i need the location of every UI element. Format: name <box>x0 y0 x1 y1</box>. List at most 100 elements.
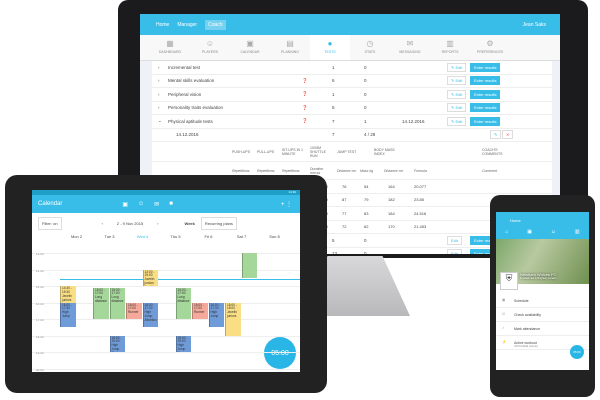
result-cell[interactable]: 23.85 <box>414 197 425 203</box>
phone-menu-item[interactable]: ⚡ Active workout U15 Football (soccer) <box>496 336 589 350</box>
result-cell[interactable]: 77 <box>342 210 347 216</box>
calendar-event[interactable]: 16:00 - 17:00 Runner <box>126 302 142 319</box>
day-header[interactable]: Wed 4 <box>136 234 149 239</box>
calendar-event[interactable]: 15:00 - 17:00 Long distance <box>175 287 191 319</box>
enter-results-button[interactable]: Enter results <box>470 76 501 86</box>
calendar-event[interactable]: 15:00 - 17:00 Long distance <box>93 287 109 319</box>
calendar-event[interactable]: 18:00 - 19:00 High Jump Runner <box>175 335 191 352</box>
day-header[interactable]: Mon 2 <box>70 234 83 239</box>
phone-menu-item[interactable]: ▣ Schedule <box>496 294 589 308</box>
calendar-event[interactable]: 14:30 - 15:30 Javelin juniors <box>60 286 76 303</box>
test-row[interactable]: › Mental skills evaluation ❓ 6 0 ✎ Edit Enter … <box>152 75 552 88</box>
home-icon[interactable]: ⌂ <box>505 229 509 235</box>
nav-coach[interactable]: Coach <box>205 19 226 30</box>
user-menu[interactable]: Jean Saks <box>522 21 546 28</box>
edit-button[interactable]: Edit <box>447 249 462 254</box>
result-cell[interactable]: 76 <box>342 183 347 189</box>
people-tab-icon[interactable]: ☺ <box>138 200 145 207</box>
session-delete-icon[interactable]: ✕ <box>502 130 514 140</box>
nav-tab-messaging[interactable]: ✉ MESSAGING <box>390 35 430 60</box>
calendar-event[interactable] <box>241 253 257 278</box>
nav-manager[interactable]: Manager <box>177 21 198 28</box>
add-icon[interactable]: + ⋮ <box>280 201 292 208</box>
calendar-event[interactable]: 16:00 - 17:30 High Jump <box>60 302 76 328</box>
calendar-icon[interactable]: ▣ <box>527 229 533 235</box>
video-tab-icon[interactable]: ■ <box>169 200 173 207</box>
view-select[interactable]: Week <box>184 220 195 226</box>
nav-tab-dashboard[interactable]: ▦ DASHBOARD <box>150 35 190 60</box>
chart-icon[interactable]: ▥ <box>574 229 580 235</box>
expand-icon[interactable]: › <box>158 91 160 97</box>
enter-results-button[interactable]: Enter results <box>470 62 501 72</box>
edit-button[interactable]: ✎ Edit <box>447 89 467 99</box>
test-row[interactable]: › Personality traits evaluation ❓ 5 0 ✎ Edit E… <box>152 102 552 115</box>
phone-menu-item[interactable]: ☑ Check availability <box>496 308 589 322</box>
nav-tab-preferences[interactable]: ⚙ PREFERENCES <box>470 35 510 60</box>
result-cell[interactable]: 21.453 <box>414 224 427 230</box>
day-header[interactable]: Sat 7 <box>236 234 247 239</box>
calendar-event[interactable]: 13:00 - 15:00 Javelin juniors Javelin th… <box>142 269 158 286</box>
enter-results-button[interactable]: Enter results <box>470 235 501 245</box>
result-cell[interactable]: 72 <box>342 224 347 230</box>
expand-icon[interactable]: › <box>158 78 160 84</box>
result-cell[interactable]: 24.516 <box>414 210 427 216</box>
test-row[interactable]: › Incremental test 1 0 ✎ Edit Enter results <box>152 61 552 75</box>
session-row[interactable]: 14.12.2016 7 4 / 28 ✎ ✕ <box>152 129 552 142</box>
result-cell[interactable]: 184 <box>388 210 395 216</box>
chat-tab-icon[interactable]: ✉ <box>154 201 160 208</box>
result-cell[interactable]: 164 <box>388 183 395 189</box>
enter-results-button[interactable]: Enter results <box>470 103 501 113</box>
test-row[interactable]: › Peripheral vision ❓ 1 0 ✎ Edit Enter results <box>152 88 552 102</box>
result-cell[interactable]: 182 <box>388 197 395 203</box>
expand-icon[interactable]: ⌄ <box>158 118 162 124</box>
edit-button[interactable]: ✎ Edit <box>447 76 467 86</box>
result-cell[interactable]: 62 <box>364 224 369 230</box>
day-header[interactable]: Fri 6 <box>204 234 213 239</box>
result-cell[interactable]: 87 <box>342 197 347 203</box>
test-row[interactable]: 13 0 Edit Enter results <box>152 248 552 254</box>
result-cell[interactable]: 54 <box>364 183 369 189</box>
edit-button[interactable]: ✎ Edit <box>447 62 467 72</box>
nav-tab-stats[interactable]: ◷ STATS <box>350 35 390 60</box>
expand-icon[interactable]: › <box>158 105 160 111</box>
nav-tab-planning[interactable]: ▤ PLANNING <box>270 35 310 60</box>
calendar-event[interactable]: 16:00 - 18:00 Javelin juniors <box>225 302 241 336</box>
nav-tab-players[interactable]: ☺ PLAYERS <box>190 35 230 60</box>
result-cell[interactable]: 20.077 <box>414 183 427 189</box>
nav-tab-reports[interactable]: ▥ REPORTS <box>430 35 470 60</box>
prev-week-icon[interactable]: ‹ <box>101 220 103 226</box>
phone-timer-button[interactable]: 05:00 <box>570 345 584 359</box>
calendar-event[interactable]: 18:00 - 19:00 High Jump Runner <box>109 335 125 352</box>
edit-button[interactable]: Edit <box>447 235 462 245</box>
result-cell[interactable]: 83 <box>364 210 369 216</box>
nav-home[interactable]: Home <box>156 21 170 28</box>
enter-results-button[interactable]: Enter results <box>470 116 501 126</box>
expand-icon[interactable]: › <box>158 64 160 70</box>
day-header[interactable]: Thu 5 <box>170 234 181 239</box>
edit-button[interactable]: ✎ Edit <box>447 103 467 113</box>
enter-results-button[interactable]: Enter results <box>470 89 501 99</box>
enter-results-button[interactable]: Enter results <box>470 249 501 254</box>
nav-tab-calendar[interactable]: ▣ CALENDAR <box>230 35 270 60</box>
phone-menu-item[interactable]: ✓ Mark attendance <box>496 322 589 336</box>
calendar-event[interactable]: 15:00 - 17:00 Long distance <box>109 287 125 319</box>
nav-tab-tests[interactable]: ● TESTS <box>310 35 350 60</box>
recurring-plans-button[interactable]: Recurring plans <box>200 216 237 230</box>
edit-button[interactable]: ✎ Edit <box>447 116 467 126</box>
timer-button[interactable]: 05:00 <box>264 337 296 369</box>
people-icon[interactable]: ☺ <box>550 229 556 235</box>
test-results: 0 <box>364 78 367 84</box>
calendar-event[interactable]: 16:00 - 17:00 Runner <box>192 302 208 319</box>
test-row[interactable]: ⌄ Physical aptitude tests ❓ 7 1 14.12.2016 ✎ E… <box>152 115 552 129</box>
calendar-event[interactable]: 16:00 - 17:30 High Jump <box>208 302 224 328</box>
day-header[interactable]: Sun 8 <box>269 234 280 239</box>
next-week-icon[interactable]: › <box>157 220 159 226</box>
session-edit-icon[interactable]: ✎ <box>490 130 502 140</box>
filter-button[interactable]: Filter: on <box>38 216 62 230</box>
test-row[interactable]: 5 0 Edit Enter results <box>152 234 552 248</box>
calendar-event[interactable]: 16:00 - 17:30 High Jump Athletics <box>142 302 158 328</box>
result-cell[interactable]: 79 <box>364 197 369 203</box>
calendar-tab-icon[interactable]: ▣ <box>122 201 129 208</box>
day-header[interactable]: Tue 3 <box>104 234 115 239</box>
result-cell[interactable]: 170 <box>388 224 395 230</box>
